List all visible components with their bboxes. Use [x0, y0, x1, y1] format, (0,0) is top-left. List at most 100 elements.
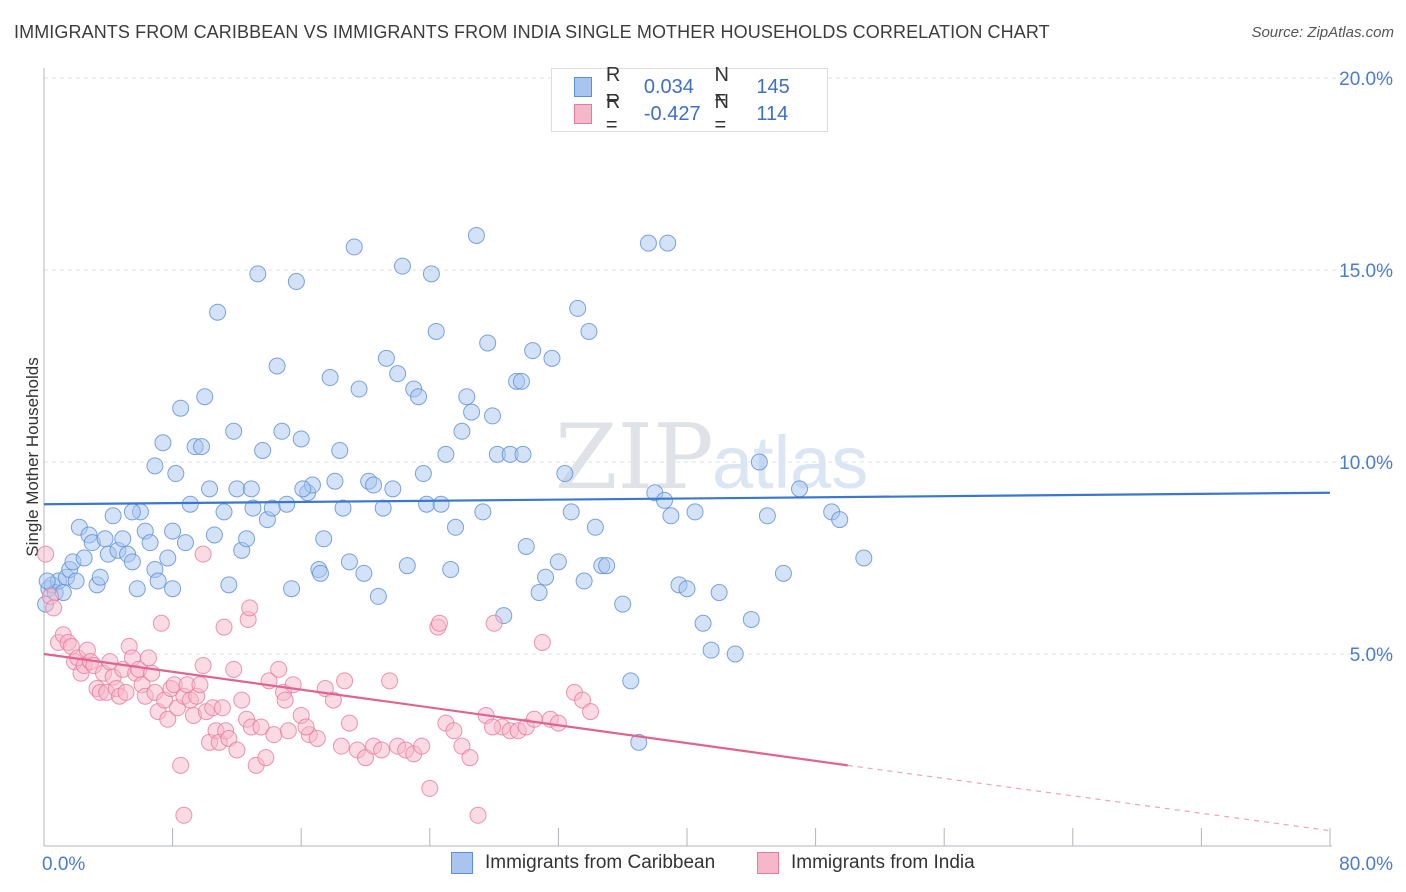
data-point-caribbean	[149, 572, 167, 590]
y-tick-label: 10.0%	[1339, 453, 1393, 474]
data-point-caribbean	[432, 495, 450, 513]
data-point-caribbean	[67, 572, 85, 590]
data-point-india	[582, 703, 600, 721]
chart-title: IMMIGRANTS FROM CARIBBEAN VS IMMIGRANTS …	[14, 22, 1050, 42]
data-point-caribbean	[128, 580, 146, 598]
legend-label-caribbean: Immigrants from Caribbean	[485, 852, 716, 873]
data-point-caribbean	[467, 226, 485, 244]
data-point-caribbean	[855, 549, 873, 567]
legend-r-value: 0.034	[643, 75, 694, 98]
data-point-caribbean	[273, 422, 291, 440]
data-point-india	[373, 741, 391, 759]
data-point-caribbean	[512, 372, 530, 390]
legend-swatch-caribbean	[451, 852, 473, 874]
data-point-india	[270, 660, 288, 678]
source-credit: Source: ZipAtlas.com	[1251, 24, 1394, 41]
legend-item-india: Immigrants from India	[757, 852, 975, 874]
data-point-caribbean	[710, 584, 728, 602]
data-point-caribbean	[254, 441, 272, 459]
watermark-zip: ZIP	[555, 405, 714, 510]
data-point-caribbean	[514, 445, 532, 463]
data-point-india	[228, 741, 246, 759]
data-point-caribbean	[791, 480, 809, 498]
data-point-india	[445, 722, 463, 740]
data-point-caribbean	[355, 564, 373, 582]
data-point-caribbean	[215, 503, 233, 521]
data-point-caribbean	[562, 503, 580, 521]
legend-row-caribbean: R = 0.034 N = 145	[574, 64, 827, 109]
data-point-caribbean	[141, 534, 159, 552]
data-point-caribbean	[374, 499, 392, 517]
data-point-india	[233, 691, 251, 709]
data-point-india	[469, 806, 487, 824]
data-point-caribbean	[209, 303, 227, 321]
stats-legend: R = 0.034 N = 145 R = -0.427 N = 114	[551, 64, 828, 136]
data-point-caribbean	[201, 480, 219, 498]
data-point-caribbean	[442, 561, 460, 579]
data-point-india	[225, 660, 243, 678]
x-tick-label: 80.0%	[1339, 854, 1393, 875]
data-point-india	[533, 633, 551, 651]
trend-line-caribbean	[43, 491, 1331, 506]
data-point-caribbean	[453, 422, 471, 440]
legend-item-caribbean: Immigrants from Caribbean	[451, 852, 715, 874]
data-point-india	[453, 737, 471, 755]
data-point-india	[430, 614, 448, 632]
series-legend: Immigrants from Caribbean Immigrants fro…	[0, 852, 1406, 876]
data-point-caribbean	[418, 495, 436, 513]
data-point-caribbean	[483, 407, 501, 425]
data-point-caribbean	[389, 365, 407, 383]
data-point-india	[279, 722, 297, 740]
series-india	[37, 545, 600, 824]
data-point-india	[574, 691, 592, 709]
legend-r-label: R =	[605, 64, 621, 109]
data-point-caribbean	[123, 553, 141, 571]
data-point-caribbean	[225, 422, 243, 440]
watermark-atlas: atlas	[712, 421, 868, 504]
data-point-caribbean	[422, 265, 440, 283]
data-point-caribbean	[181, 495, 199, 513]
data-point-india	[483, 718, 501, 736]
y-tick-label: 5.0%	[1350, 645, 1393, 666]
data-point-caribbean	[249, 265, 267, 283]
trend-line-india	[43, 652, 848, 767]
x-tick-label: 0.0%	[42, 854, 85, 875]
data-point-caribbean	[537, 568, 555, 586]
data-point-caribbean	[164, 580, 182, 598]
legend-label-india: Immigrants from India	[791, 852, 975, 873]
data-point-caribbean	[326, 472, 344, 490]
data-point-caribbean	[196, 388, 214, 406]
trend-line-india-extension	[847, 764, 1331, 832]
data-point-caribbean	[614, 595, 632, 613]
data-point-caribbean	[154, 434, 172, 452]
data-point-caribbean	[479, 334, 497, 352]
data-point-caribbean	[774, 564, 792, 582]
y-tick-label: 15.0%	[1339, 261, 1393, 282]
data-point-caribbean	[228, 480, 246, 498]
watermark: ZIP atlas	[555, 405, 868, 510]
legend-n-value: 114	[756, 102, 789, 125]
data-point-india	[191, 676, 209, 694]
data-point-india	[297, 718, 315, 736]
data-point-india	[139, 649, 157, 667]
data-point-caribbean	[414, 465, 432, 483]
data-point-india	[461, 749, 479, 767]
data-point-caribbean	[238, 530, 256, 548]
data-point-india	[525, 710, 543, 728]
data-point-caribbean	[278, 495, 296, 513]
data-point-caribbean	[427, 322, 445, 340]
data-point-india	[241, 599, 259, 617]
data-point-india	[117, 683, 135, 701]
data-point-caribbean	[340, 553, 358, 571]
data-point-caribbean	[622, 672, 640, 690]
data-point-caribbean	[242, 480, 260, 498]
data-point-caribbean	[287, 273, 305, 291]
data-point-caribbean	[474, 503, 492, 521]
data-point-india	[332, 737, 350, 755]
data-point-caribbean	[549, 553, 567, 571]
data-point-caribbean	[758, 507, 776, 525]
data-point-caribbean	[384, 480, 402, 498]
data-point-caribbean	[659, 234, 677, 252]
data-point-caribbean	[294, 480, 312, 498]
